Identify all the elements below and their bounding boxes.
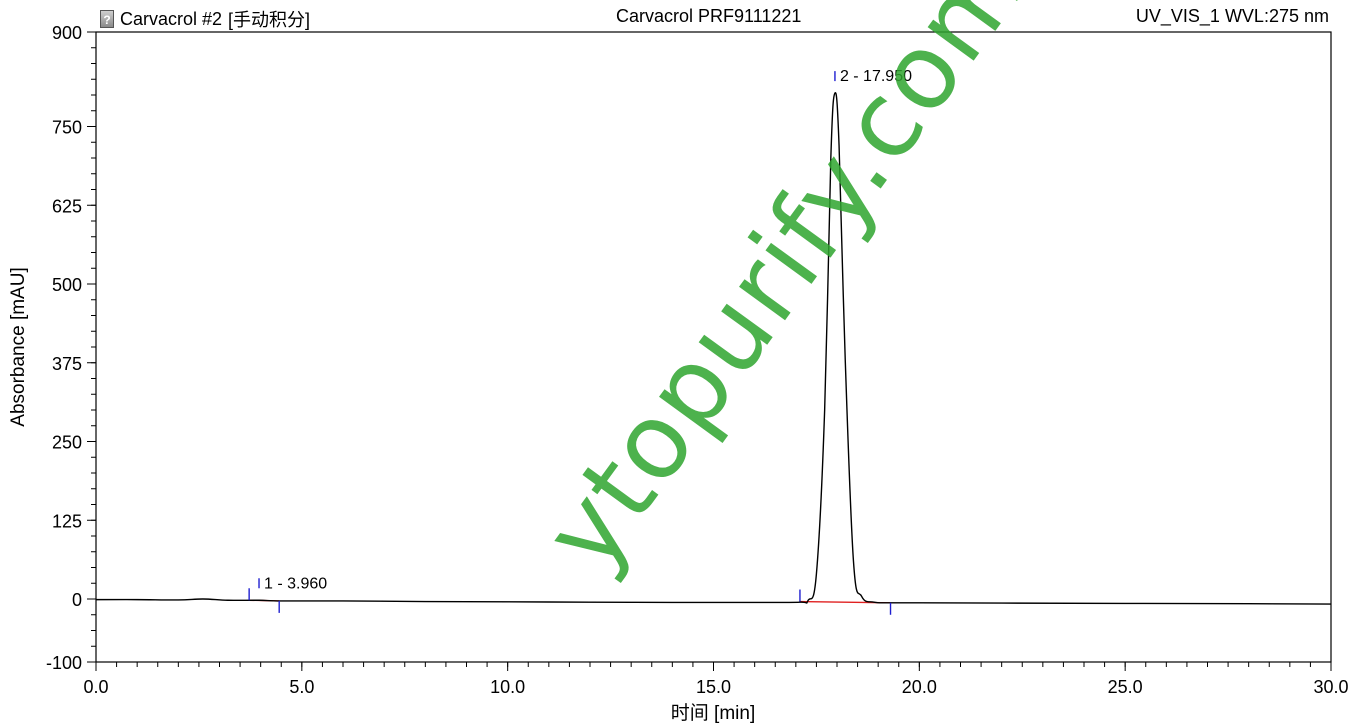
y-tick-label: 900 [52,23,82,43]
x-tick-label: 20.0 [902,677,937,697]
y-tick-label: 500 [52,275,82,295]
x-tick-label: 10.0 [490,677,525,697]
document-question-icon[interactable]: ? [100,10,114,28]
x-tick-label: 15.0 [696,677,731,697]
y-tick-label: 125 [52,511,82,531]
y-axis-label: Absorbance [mAU] [8,267,29,426]
peak-markers: 1 - 3.960 2 - 17.950 [248,68,912,615]
y-tick-label: 250 [52,433,82,453]
y-axis: -100 0 125 250 375 500 625 750 900 [46,23,96,673]
x-axis-label: 时间 [min] [671,702,755,724]
y-tick-label: -100 [46,653,82,673]
x-axis: 0.0 5.0 10.0 15.0 20.0 25.0 30.0 [83,662,1349,697]
sample-name: Carvacrol #2 [120,8,223,29]
peak-label[interactable]: 2 - 17.950 [840,68,912,85]
channel-label: UV_VIS_1 WVL:275 nm [1135,6,1329,26]
y-tick-label: 625 [52,196,82,216]
integration-mode: [手动积分] [228,10,311,30]
chromatogram-trace [95,92,1332,605]
y-tick-label: 375 [52,354,82,374]
x-tick-label: 0.0 [83,677,108,697]
chromatogram-title: ? Carvacrol #2 [手动积分] [100,6,310,32]
x-tick-label: 25.0 [1108,677,1143,697]
sample-id-title: Carvacrol PRF9111221 [616,6,802,26]
y-tick-label: 750 [52,118,82,138]
peak-label[interactable]: 1 - 3.960 [264,575,327,592]
x-tick-label: 5.0 [289,677,314,697]
y-tick-label: 0 [72,590,82,610]
x-tick-label: 30.0 [1313,677,1348,697]
